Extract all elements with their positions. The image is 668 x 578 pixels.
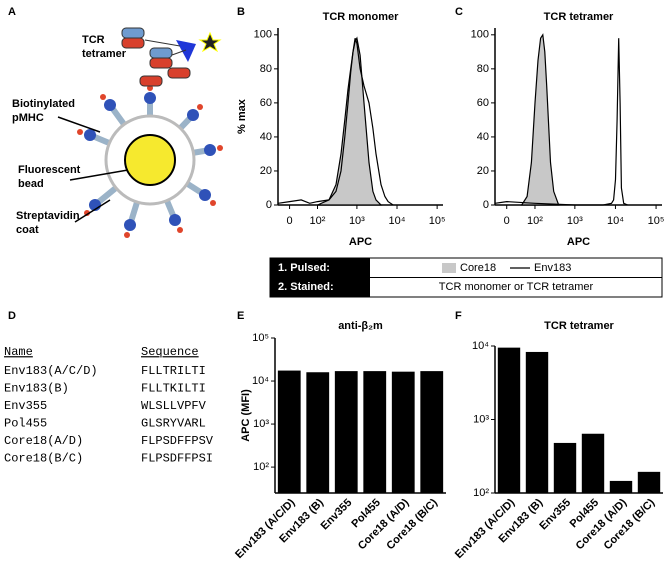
legend-row-label: 2. Stained: bbox=[278, 281, 334, 293]
diagram-label: Streptavidin bbox=[16, 210, 80, 222]
panel-letter: B bbox=[237, 6, 245, 18]
peptide-name: Env355 bbox=[4, 399, 47, 413]
diagram-label: Fluorescent bbox=[18, 164, 81, 176]
bar bbox=[553, 442, 577, 493]
x-tick-label: 0 bbox=[504, 215, 510, 227]
sequence: WLSLLVPFV bbox=[141, 399, 207, 413]
y-tick-label: 20 bbox=[477, 165, 489, 177]
diagram-label: tetramer bbox=[82, 48, 127, 60]
legend-table: 1. Pulsed: 2. Stained: TCR monomer or TC… bbox=[269, 257, 663, 298]
chart-title: TCR tetramer bbox=[544, 11, 614, 23]
chart-title: TCR tetramer bbox=[544, 320, 614, 332]
y-tick-label: 20 bbox=[260, 165, 272, 177]
legend-swatch bbox=[442, 263, 456, 273]
sequence: FLLTKILTI bbox=[141, 382, 206, 396]
tcr-tetramer-icon bbox=[121, 27, 222, 87]
y-tick-label: 100 bbox=[471, 29, 489, 41]
bar bbox=[637, 471, 661, 493]
x-tick-label: Env355 bbox=[537, 497, 573, 533]
line bbox=[494, 38, 628, 206]
y-tick-label: 10² bbox=[253, 461, 269, 473]
bar bbox=[334, 371, 358, 493]
y-axis-label: APC (MFI) bbox=[240, 389, 252, 442]
x-axis-label: APC bbox=[567, 236, 590, 248]
y-tick-label: 40 bbox=[260, 131, 272, 143]
y-tick-label: 10² bbox=[473, 487, 489, 499]
y-tick-label: 80 bbox=[477, 63, 489, 75]
area bbox=[520, 33, 560, 206]
panel-letter: C bbox=[455, 6, 463, 18]
y-tick-label: 10⁵ bbox=[252, 332, 269, 344]
bar bbox=[525, 351, 549, 493]
sequence: GLSRYVARL bbox=[141, 417, 206, 431]
y-tick-label: 0 bbox=[266, 199, 272, 211]
bar bbox=[420, 371, 444, 493]
y-tick-label: 100 bbox=[254, 29, 272, 41]
panel-letter: A bbox=[8, 6, 16, 18]
x-tick-label: Core18 (B/C) bbox=[384, 496, 440, 552]
sequence: FLPSDFFPSV bbox=[141, 434, 214, 448]
table-header: Sequence bbox=[141, 345, 199, 359]
x-tick-label: 0 bbox=[287, 215, 293, 227]
legend-row-text: TCR monomer or TCR tetramer bbox=[439, 281, 594, 293]
peptide-name: Env183(A/C/D) bbox=[4, 364, 98, 378]
panel-letter: E bbox=[237, 310, 244, 322]
x-axis-label: APC bbox=[349, 236, 372, 248]
x-tick-label: 10² bbox=[310, 215, 326, 227]
bar bbox=[581, 433, 605, 493]
x-tick-label: 10⁵ bbox=[429, 215, 446, 227]
y-tick-label: 60 bbox=[477, 97, 489, 109]
x-tick-label: Env355 bbox=[319, 497, 355, 533]
legend-entry: Env183 bbox=[534, 262, 571, 274]
table-header: Name bbox=[4, 345, 33, 359]
x-tick-label: 10⁵ bbox=[648, 215, 665, 227]
peptide-name: Pol455 bbox=[4, 417, 47, 431]
bar bbox=[391, 371, 415, 493]
chart-title: anti-β₂m bbox=[338, 320, 383, 332]
y-tick-label: 40 bbox=[477, 131, 489, 143]
legend-entry: Core18 bbox=[460, 262, 496, 274]
bead-diagram: TCR tetramer Biotinylated pMHC Fluoresce… bbox=[12, 27, 223, 238]
x-tick-label: 10⁴ bbox=[607, 215, 624, 227]
diagram-label: coat bbox=[16, 224, 39, 236]
bar bbox=[609, 480, 633, 493]
bar bbox=[277, 370, 301, 493]
bar bbox=[497, 347, 521, 493]
y-tick-label: 80 bbox=[260, 63, 272, 75]
diagram-label: Biotinylated bbox=[12, 98, 75, 110]
x-tick-label: 10² bbox=[527, 215, 543, 227]
sequence: FLLTRILTI bbox=[141, 364, 206, 378]
panel-letter: D bbox=[8, 310, 16, 322]
diagram-label: pMHC bbox=[12, 112, 44, 124]
chart: TCR monomer % max 0 20 40 60 80 100 0 10² 10³ 10⁴ 10… bbox=[236, 11, 446, 248]
y-axis-label: % max bbox=[236, 98, 248, 134]
y-tick-label: 10⁴ bbox=[472, 340, 489, 352]
sequence: FLPSDFFPSI bbox=[141, 452, 213, 466]
y-tick-label: 10³ bbox=[253, 418, 269, 430]
y-tick-label: 10³ bbox=[473, 413, 489, 425]
line bbox=[277, 38, 394, 206]
y-tick-label: 60 bbox=[260, 97, 272, 109]
y-tick-label: 0 bbox=[483, 199, 489, 211]
chart: TCR tetramer 0 20 40 60 80 100 0 10² 10³ 10⁴ 10⁵ APC bbox=[471, 11, 665, 248]
peptide-name: Core18(A/D) bbox=[4, 434, 83, 448]
y-tick-label: 10⁴ bbox=[252, 375, 269, 387]
panel-letters: A B C D E F bbox=[8, 6, 463, 322]
bar bbox=[363, 371, 387, 493]
legend-row-label: 1. Pulsed: bbox=[278, 262, 330, 274]
panel-letter: F bbox=[455, 310, 462, 322]
peptide-name: Core18(B/C) bbox=[4, 452, 83, 466]
x-tick-label: 10³ bbox=[567, 215, 583, 227]
bar bbox=[306, 372, 330, 493]
sequence-table: Name Sequence Env183(A/C/D) FLLTRILTI Env1… bbox=[4, 345, 214, 466]
diagram-label: bead bbox=[18, 178, 44, 190]
peptide-name: Env183(B) bbox=[4, 382, 69, 396]
x-tick-label: 10⁴ bbox=[389, 215, 406, 227]
chart-title: TCR monomer bbox=[323, 11, 400, 23]
x-tick-label: 10³ bbox=[349, 215, 365, 227]
diagram-label: TCR bbox=[82, 34, 105, 46]
